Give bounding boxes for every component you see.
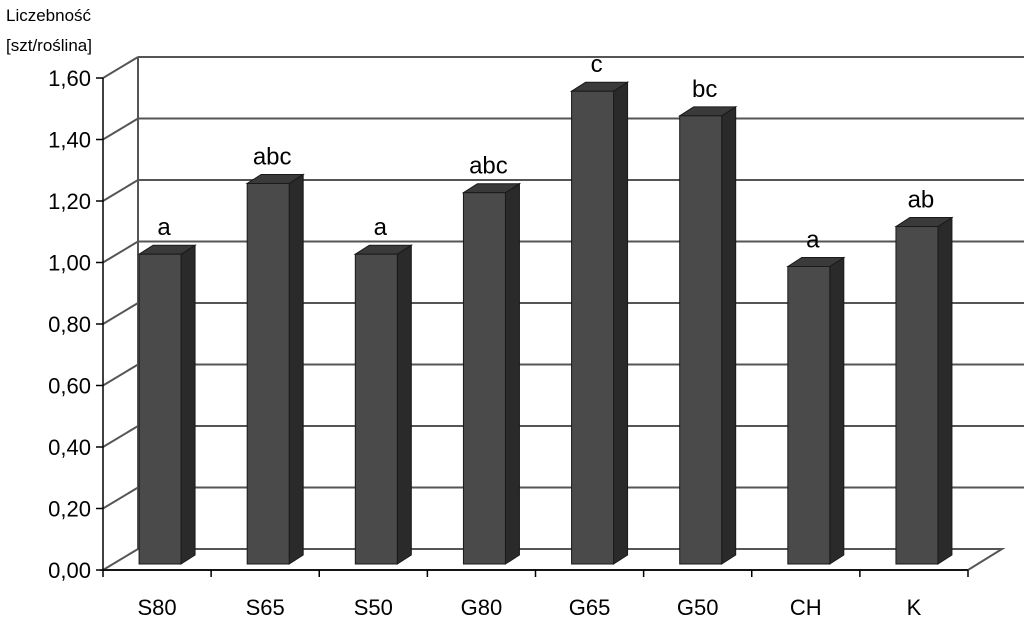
- y-tick-label: 1,20: [48, 189, 91, 214]
- y-tick-label: 0,80: [48, 312, 91, 337]
- axis-layer: 0,00 0,20 0,40 0,60 0,80 1,00 1,20 1,40 1,60: [48, 66, 969, 583]
- bar-side: [613, 81, 629, 565]
- y-tick-label: 0,00: [48, 558, 91, 583]
- gridline-diagonal: [102, 56, 139, 79]
- bar-side: [288, 173, 304, 565]
- x-tick-label: S65: [246, 595, 285, 620]
- gridline-diagonal: [102, 363, 139, 387]
- x-tick-label: S80: [137, 595, 176, 620]
- x-tick-label: CH: [790, 595, 822, 620]
- y-tick-label: 0,60: [48, 374, 91, 399]
- y-tick-label: 1,00: [48, 251, 91, 276]
- grid-layer: [99, 56, 1024, 571]
- x-tick-label: S50: [354, 595, 393, 620]
- bar-side: [180, 244, 196, 565]
- gridline-diagonal: [102, 240, 139, 264]
- significance-label: abc: [469, 153, 508, 180]
- significance-label: abc: [253, 143, 292, 170]
- y-axis-label-line-2: [szt/roślina]: [6, 36, 92, 55]
- bar-layer: [137, 81, 954, 565]
- significance-label: a: [374, 214, 388, 241]
- bar: [462, 192, 506, 565]
- y-tick-label: 0,20: [48, 497, 91, 522]
- y-tick-label: 1,40: [48, 128, 91, 153]
- bar: [787, 266, 831, 565]
- bar-side: [396, 244, 412, 565]
- significance-label: c: [591, 51, 603, 78]
- significance-label: ab: [908, 187, 935, 214]
- gridline-diagonal: [102, 117, 139, 141]
- significance-label: bc: [692, 76, 717, 103]
- bar: [246, 182, 290, 565]
- y-tick-label: 1,60: [48, 66, 91, 91]
- chart-floor: [99, 548, 1006, 571]
- x-tick-label: G80: [461, 595, 503, 620]
- gridline-diagonal: [102, 302, 139, 325]
- bar-side: [504, 182, 520, 565]
- bar: [354, 253, 398, 565]
- bar-side: [937, 216, 953, 565]
- x-tick-label: G50: [677, 595, 719, 620]
- bar-side: [721, 105, 737, 565]
- bar: [895, 226, 939, 565]
- gridline-diagonal: [102, 486, 139, 510]
- x-tick-label: K: [907, 595, 922, 620]
- y-tick-label: 0,40: [48, 435, 91, 460]
- label-layer: a S80 abc S65 a S50 abc G80 c G65 bc G50 a CH ab K: [137, 51, 934, 620]
- x-tick-label: G65: [569, 595, 611, 620]
- significance-label: a: [157, 214, 171, 241]
- bar: [571, 90, 615, 565]
- bar: [679, 115, 723, 565]
- bar-side: [829, 256, 845, 565]
- gridline-diagonal: [102, 425, 139, 448]
- significance-label: a: [806, 227, 820, 254]
- gridline-diagonal: [102, 179, 139, 202]
- y-axis-label-line-1: Liczebność: [6, 6, 92, 25]
- bar: [138, 253, 182, 565]
